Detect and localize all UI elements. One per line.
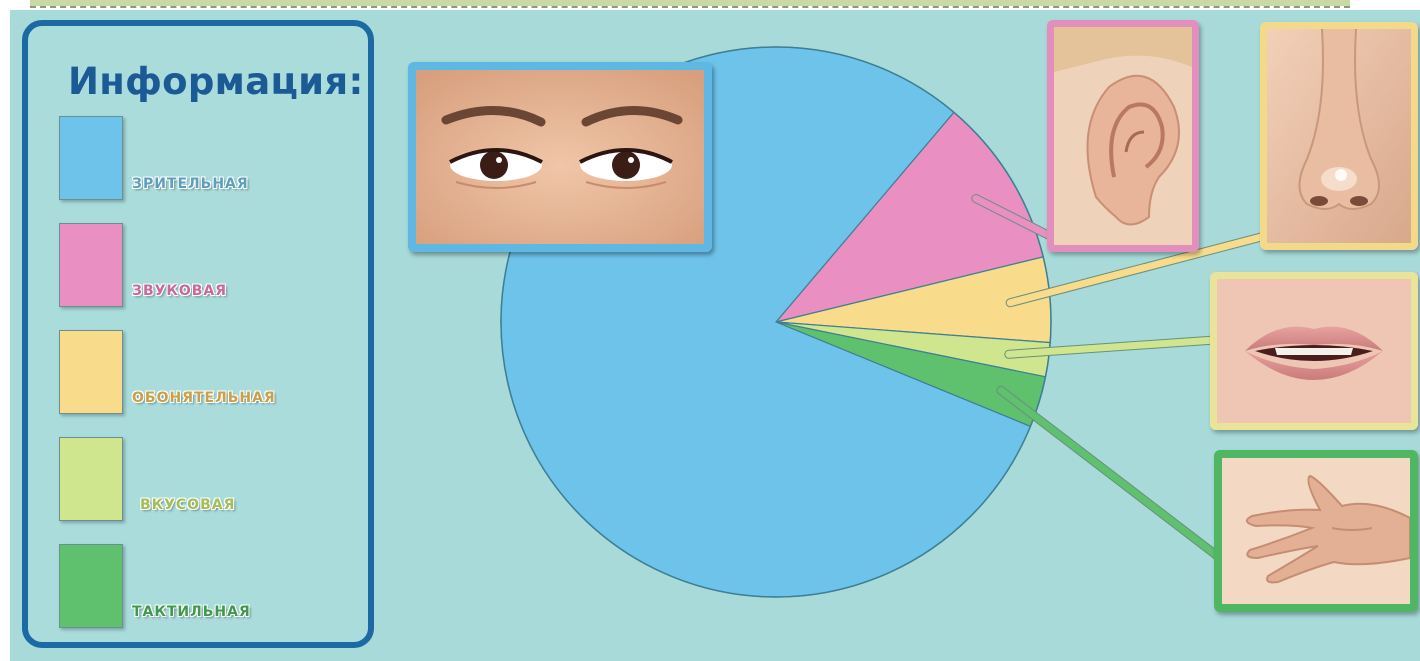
eyes-picture-frame <box>408 62 712 252</box>
legend-swatch-audio <box>59 223 123 307</box>
legend-item-visual: ЗРИТЕЛЬНАЯ <box>28 116 368 206</box>
leader-line-audio <box>972 195 1058 242</box>
top-border-strip <box>0 0 1420 10</box>
hand-picture <box>1222 458 1410 604</box>
legend-swatch-tactile <box>59 544 123 628</box>
nose-picture <box>1267 29 1411 243</box>
legend-swatch-taste <box>59 437 123 521</box>
top-strip-fill <box>30 0 1350 6</box>
legend-item-tactile: ТАКТИЛЬНАЯ <box>28 544 368 634</box>
legend-item-smell: ОБОНЯТЕЛЬНАЯ <box>28 330 368 420</box>
leader-line-tactile <box>997 386 1224 562</box>
legend-swatch-smell <box>59 330 123 414</box>
leader-line-taste <box>1005 336 1219 358</box>
legend-label-visual: ЗРИТЕЛЬНАЯ <box>132 176 249 192</box>
nose-picture-frame <box>1260 22 1418 250</box>
legend-panel: Информация: ЗРИТЕЛЬНАЯ ЗВУКОВАЯ ОБОНЯТЕЛ… <box>22 20 374 648</box>
hand-picture-frame <box>1214 450 1418 612</box>
mouth-picture <box>1217 279 1411 423</box>
ear-picture-frame <box>1047 20 1199 252</box>
eyes-picture <box>416 70 704 244</box>
legend-label-taste: ВКУСОВАЯ <box>140 497 236 513</box>
legend-label-audio: ЗВУКОВАЯ <box>132 283 228 299</box>
pie-outline <box>500 46 1052 598</box>
top-strip-dashed-line <box>30 6 1350 8</box>
legend-title: Информация: <box>68 60 364 103</box>
ear-picture <box>1054 27 1192 245</box>
mouth-picture-frame <box>1210 272 1418 430</box>
legend-swatch-visual <box>59 116 123 200</box>
poster-background: Информация: ЗРИТЕЛЬНАЯ ЗВУКОВАЯ ОБОНЯТЕЛ… <box>10 10 1420 661</box>
leader-line-smell <box>1006 232 1269 307</box>
legend-item-audio: ЗВУКОВАЯ <box>28 223 368 313</box>
legend-label-smell: ОБОНЯТЕЛЬНАЯ <box>132 390 276 406</box>
legend-label-tactile: ТАКТИЛЬНАЯ <box>132 604 251 620</box>
legend-item-taste: ВКУСОВАЯ <box>28 437 368 527</box>
leader-lines <box>971 194 1270 563</box>
